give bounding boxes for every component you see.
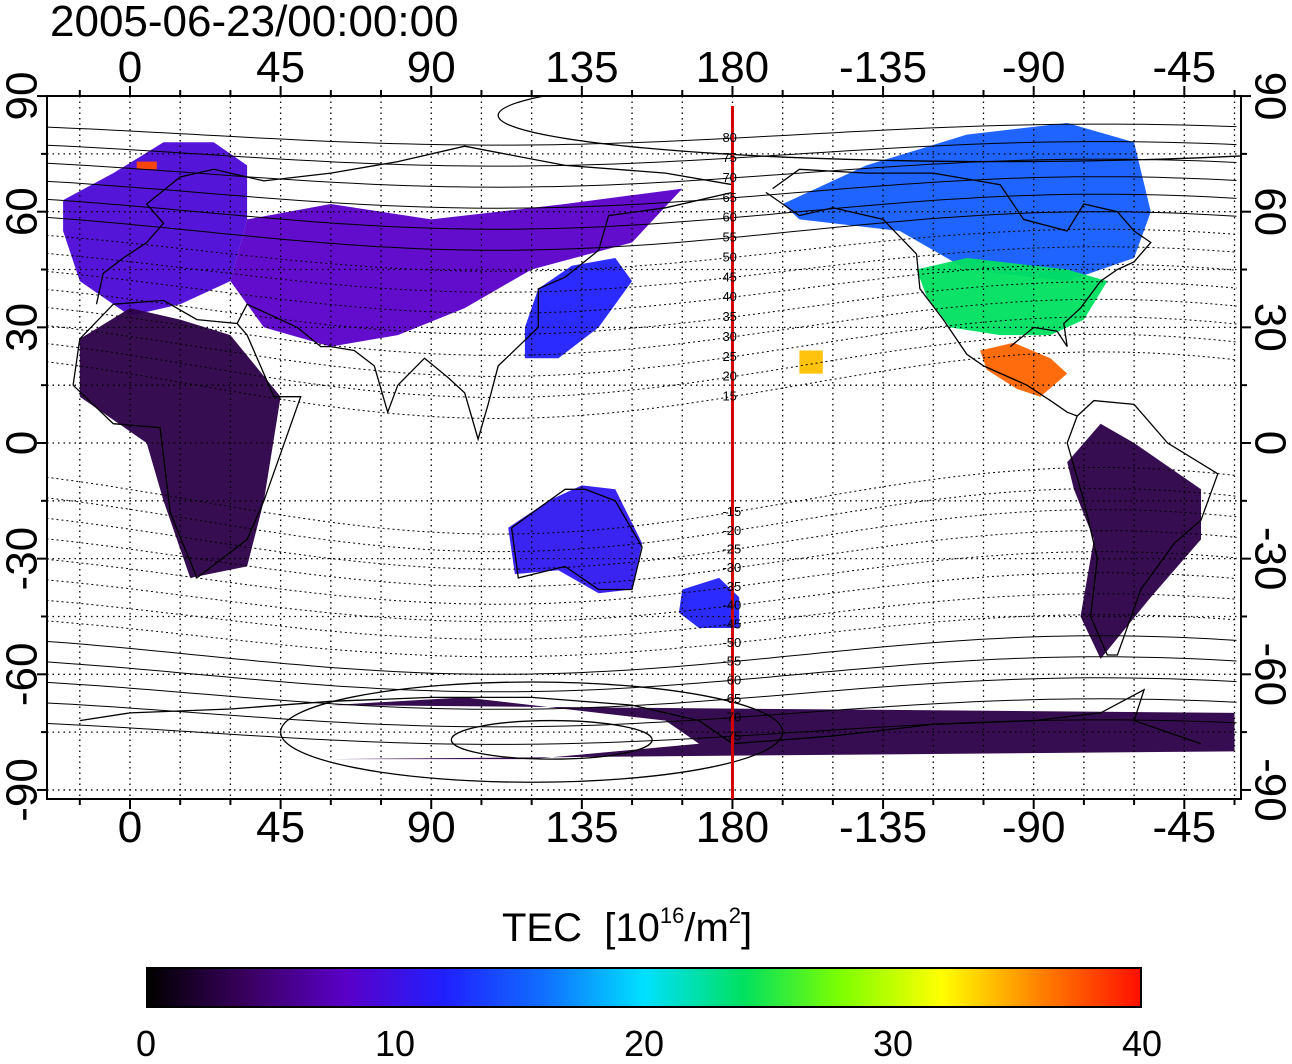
lon-label-top: -135 — [839, 43, 927, 92]
contour-label: 60 — [722, 210, 736, 225]
contour-label: -65 — [722, 691, 741, 706]
lat-label-right: -60 — [1246, 643, 1292, 707]
contour-label: 55 — [722, 230, 736, 245]
colorbar-tick-label: 30 — [853, 1024, 933, 1064]
colorbar-unit-suffix: ] — [741, 906, 752, 950]
lon-label-top: 0 — [118, 43, 142, 92]
contour-label: 45 — [722, 269, 736, 284]
colorbar-unit-mid: /m — [684, 906, 728, 950]
contour-label: -20 — [722, 523, 741, 538]
lon-label-bottom: 45 — [256, 803, 305, 852]
contour-label: 80 — [722, 130, 736, 145]
colorbar — [146, 967, 1142, 1008]
lat-label-left: -90 — [0, 758, 47, 822]
lon-label-bottom: -135 — [839, 803, 927, 852]
contour-label: -35 — [722, 579, 741, 594]
lon-label-bottom: -90 — [1002, 803, 1066, 852]
contour-label: 65 — [722, 190, 736, 205]
lat-label-left: 60 — [0, 187, 47, 236]
lat-label-left: 0 — [0, 431, 47, 455]
lon-label-bottom: 90 — [407, 803, 456, 852]
colorbar-title: TEC [1016/m2] — [502, 905, 752, 951]
lon-label-top: 90 — [407, 43, 456, 92]
contour-label: 30 — [722, 329, 736, 344]
lat-label-right: 90 — [1246, 72, 1292, 121]
contour-label: 75 — [722, 150, 736, 165]
contour-label: -25 — [722, 542, 741, 557]
lon-label-bottom: 0 — [118, 803, 142, 852]
contour-label: 70 — [722, 170, 736, 185]
lon-label-bottom: -45 — [1153, 803, 1217, 852]
lon-label-bottom: 135 — [545, 803, 618, 852]
colorbar-tick-label: 40 — [1102, 1024, 1182, 1064]
lon-label-top: 45 — [256, 43, 305, 92]
contour-label: -15 — [722, 504, 741, 519]
lon-label-top: 135 — [545, 43, 618, 92]
contour-label: 35 — [722, 309, 736, 324]
contour-label: 50 — [722, 249, 736, 264]
colorbar-unit-exponent: 16 — [660, 903, 684, 928]
lat-label-left: -60 — [0, 643, 47, 707]
contour-label: -55 — [722, 654, 741, 669]
lat-label-right: -30 — [1246, 527, 1292, 591]
lon-label-top: 180 — [696, 43, 769, 92]
colorbar-tick-label: 10 — [355, 1024, 435, 1064]
contour-label: -40 — [722, 598, 741, 613]
colorbar-tick-label: 0 — [106, 1024, 186, 1064]
contour-label: -70 — [722, 710, 741, 725]
contour-label: -30 — [722, 560, 741, 575]
contour-label: -45 — [722, 616, 741, 631]
colorbar-tick-label: 20 — [604, 1024, 684, 1064]
lat-label-right: -90 — [1246, 758, 1292, 822]
contour-label: -75 — [722, 728, 741, 743]
colorbar-unit-square: 2 — [729, 903, 741, 928]
lat-label-right: 0 — [1246, 431, 1292, 455]
lat-label-left: -30 — [0, 527, 47, 591]
lat-label-right: 60 — [1246, 187, 1292, 236]
colorbar-quantity: TEC — [502, 906, 582, 950]
contour-label: 40 — [722, 289, 736, 304]
colorbar-unit-prefix: [10 — [604, 906, 660, 950]
contour-label: -50 — [722, 635, 741, 650]
lon-label-bottom: 180 — [696, 803, 769, 852]
lat-label-right: 30 — [1246, 303, 1292, 352]
lon-label-top: -90 — [1002, 43, 1066, 92]
contour-label: -60 — [722, 672, 741, 687]
lon-label-top: -45 — [1153, 43, 1217, 92]
contour-label: 20 — [722, 369, 736, 384]
contour-label: 15 — [722, 389, 736, 404]
contour-label: 25 — [722, 349, 736, 364]
tec-patch — [137, 162, 157, 170]
tec-patch — [799, 351, 822, 374]
lat-label-left: 90 — [0, 72, 47, 121]
lat-label-left: 30 — [0, 303, 47, 352]
